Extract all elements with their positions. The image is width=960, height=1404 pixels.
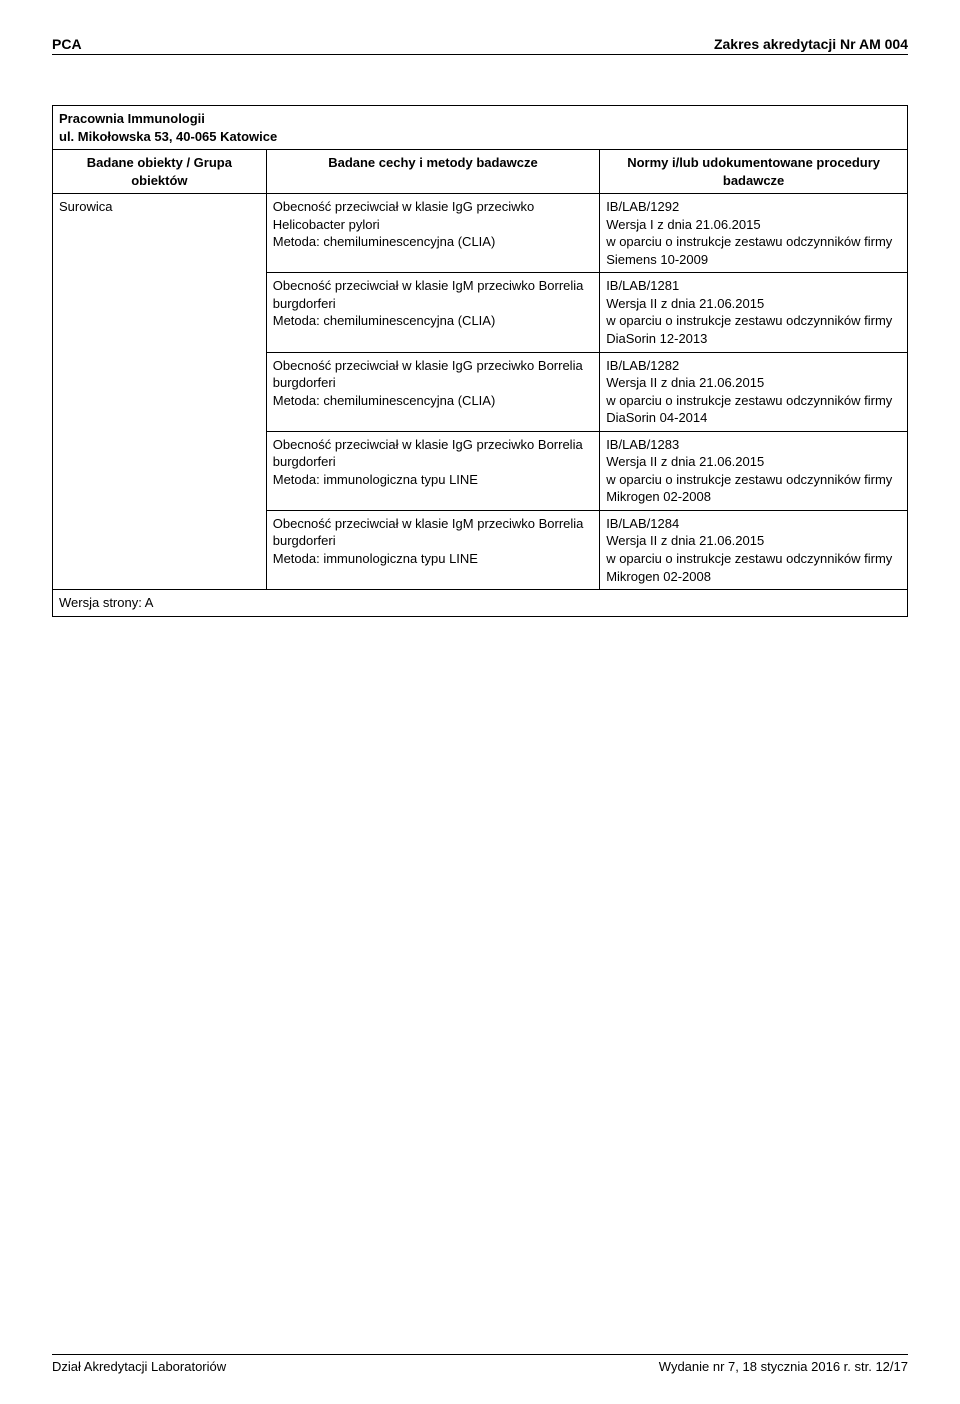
footer-left: Dział Akredytacji Laboratoriów xyxy=(52,1359,226,1374)
norm-cell: IB/LAB/1282Wersja II z dnia 21.06.2015w … xyxy=(600,352,908,431)
lab-name-line2: ul. Mikołowska 53, 40-065 Katowice xyxy=(59,129,277,144)
sample-cell: Surowica xyxy=(53,194,267,590)
col2-header: Badane cechy i metody badawcze xyxy=(266,150,599,194)
col1-header: Badane obiekty / Grupa obiektów xyxy=(53,150,267,194)
method-cell: Obecność przeciwciał w klasie IgM przeci… xyxy=(266,510,599,589)
method-cell: Obecność przeciwciał w klasie IgG przeci… xyxy=(266,352,599,431)
lab-header-cell: Pracownia Immunologii ul. Mikołowska 53,… xyxy=(53,106,908,150)
norm-cell: IB/LAB/1281Wersja II z dnia 21.06.2015w … xyxy=(600,273,908,352)
norm-cell: IB/LAB/1292Wersja I z dnia 21.06.2015w o… xyxy=(600,194,908,273)
norm-cell: IB/LAB/1283Wersja II z dnia 21.06.2015w … xyxy=(600,431,908,510)
column-header-row: Badane obiekty / Grupa obiektów Badane c… xyxy=(53,150,908,194)
method-cell: Obecność przeciwciał w klasie IgG przeci… xyxy=(266,431,599,510)
page-header: PCA Zakres akredytacji Nr AM 004 xyxy=(52,36,908,55)
lab-header-row: Pracownia Immunologii ul. Mikołowska 53,… xyxy=(53,106,908,150)
footer-right: Wydanie nr 7, 18 stycznia 2016 r. str. 1… xyxy=(659,1359,908,1374)
data-row: Surowica Obecność przeciwciał w klasie I… xyxy=(53,194,908,273)
method-cell: Obecność przeciwciał w klasie IgG przeci… xyxy=(266,194,599,273)
lab-name-line1: Pracownia Immunologii xyxy=(59,111,205,126)
version-cell: Wersja strony: A xyxy=(53,590,908,617)
col3-header: Normy i/lub udokumentowane procedury bad… xyxy=(600,150,908,194)
page-footer: Dział Akredytacji Laboratoriów Wydanie n… xyxy=(52,1354,908,1374)
version-row: Wersja strony: A xyxy=(53,590,908,617)
method-cell: Obecność przeciwciał w klasie IgM przeci… xyxy=(266,273,599,352)
norm-cell: IB/LAB/1284Wersja II z dnia 21.06.2015w … xyxy=(600,510,908,589)
accreditation-table: Pracownia Immunologii ul. Mikołowska 53,… xyxy=(52,105,908,617)
page: PCA Zakres akredytacji Nr AM 004 Pracown… xyxy=(0,0,960,1404)
header-right: Zakres akredytacji Nr AM 004 xyxy=(714,36,908,52)
header-left: PCA xyxy=(52,36,82,52)
